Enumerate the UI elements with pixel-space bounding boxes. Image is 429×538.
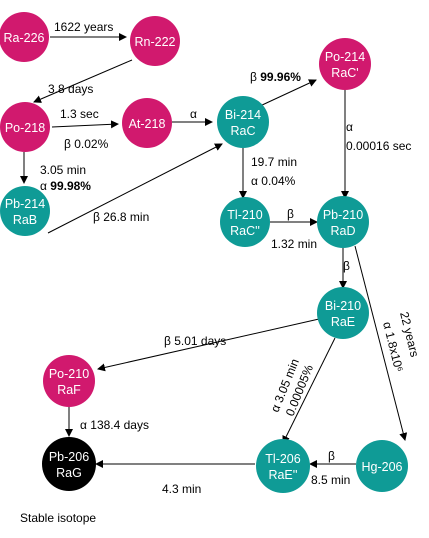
label-bi214-beta-symbol: β — [250, 70, 257, 84]
node-ra226-label: Ra-226 — [4, 31, 45, 45]
node-rn222-label: Rn-222 — [135, 35, 176, 49]
node-bi210-alias: RaE — [331, 315, 355, 329]
node-po210: Po-210 RaF — [43, 355, 95, 407]
node-pb206-alias: RaG — [56, 466, 82, 480]
label-po218-time: 3.05 min — [40, 163, 86, 177]
node-pb206: Pb-206 RaG — [42, 437, 96, 491]
label-po210-alpha: α 138.4 days — [80, 418, 149, 432]
arrow-pb214-bi214 — [47, 143, 223, 234]
label-po218-alpha-symbol: α — [40, 179, 47, 193]
label-rn-po-halflife: 3.8 days — [48, 82, 93, 96]
label-pb214-beta: β 26.8 min — [93, 210, 149, 224]
node-tl206: Tl-206 RaE'' — [256, 439, 310, 493]
node-tl210-alias: RaC'' — [230, 224, 260, 238]
node-tl210: Tl-210 RaC'' — [220, 197, 270, 247]
arrow-pb210-hg206 — [354, 245, 408, 441]
node-po214-name: Po-214 — [325, 50, 365, 64]
node-at218-label: At-218 — [129, 117, 166, 131]
node-bi210-name: Bi-210 — [325, 299, 361, 313]
label-tl-pb206-time: 4.3 min — [162, 482, 201, 496]
label-po218-alpha-pct: 99.98% — [50, 179, 91, 193]
arrow-bi214-po214 — [259, 79, 317, 107]
arrow-po218-at218 — [51, 120, 119, 129]
label-po214-time: 0.00016 sec — [346, 139, 411, 153]
node-po218: Po-218 — [0, 102, 50, 152]
node-at218: At-218 — [122, 98, 172, 148]
label-po218-beta: β 0.02% — [64, 137, 109, 151]
arrow-bi210-tl206 — [282, 337, 336, 444]
node-po214-alias: RaC' — [331, 66, 358, 80]
node-bi214: Bi-214 RaC — [217, 96, 269, 148]
node-po210-alias: RaF — [57, 383, 81, 397]
arrow-bi210-po210 — [97, 318, 320, 372]
label-at-bi-alpha: α — [190, 107, 197, 121]
node-po210-name: Po-210 — [49, 367, 89, 381]
label-stable-isotope: Stable isotope — [20, 511, 96, 525]
node-rn222: Rn-222 — [130, 16, 180, 66]
node-po218-label: Po-218 — [5, 121, 45, 135]
node-pb206-name: Pb-206 — [49, 450, 89, 464]
node-bi214-alias: RaC — [230, 124, 255, 138]
label-po214-alpha: α — [346, 120, 353, 134]
label-po-at-halflife: 1.3 sec — [60, 107, 99, 121]
node-bi210: Bi-210 RaE — [317, 287, 369, 339]
node-pb214: Pb-214 RaB — [0, 186, 50, 236]
node-ra226: Ra-226 — [0, 12, 49, 62]
node-pb210: Pb-210 RaD — [317, 196, 369, 248]
node-pb210-alias: RaD — [330, 224, 355, 238]
arrow-rn222-po218 — [33, 59, 133, 103]
label-pb210-beta: β — [343, 259, 350, 273]
label-bi214-time: 19.7 min — [251, 155, 297, 169]
label-hg-tl-beta: β — [328, 449, 335, 463]
node-pb214-alias: RaB — [13, 213, 37, 227]
label-bi214-alpha: α 0.04% — [251, 174, 296, 188]
label-bi210-beta: β 5.01 days — [164, 334, 226, 348]
node-hg206-label: Hg-206 — [362, 460, 403, 474]
label-po218-alpha: α 99.98% — [40, 179, 91, 193]
node-po214: Po-214 RaC' — [319, 38, 371, 90]
label-tl-pb-beta: β — [287, 207, 294, 221]
node-tl206-alias: RaE'' — [268, 468, 297, 482]
label-ra-rn-halflife: 1622 years — [54, 20, 113, 34]
node-pb214-name: Pb-214 — [5, 197, 45, 211]
node-tl206-name: Tl-206 — [265, 452, 300, 466]
node-tl210-name: Tl-210 — [227, 208, 262, 222]
node-bi214-name: Bi-214 — [225, 108, 261, 122]
label-tl-pb-time: 1.32 min — [271, 237, 317, 251]
label-hg-tl-time: 8.5 min — [311, 473, 350, 487]
node-hg206: Hg-206 — [356, 440, 408, 492]
label-bi214-beta-pct: 99.96% — [260, 70, 301, 84]
label-bi214-beta: β 99.96% — [250, 70, 301, 84]
node-pb210-name: Pb-210 — [323, 208, 363, 222]
